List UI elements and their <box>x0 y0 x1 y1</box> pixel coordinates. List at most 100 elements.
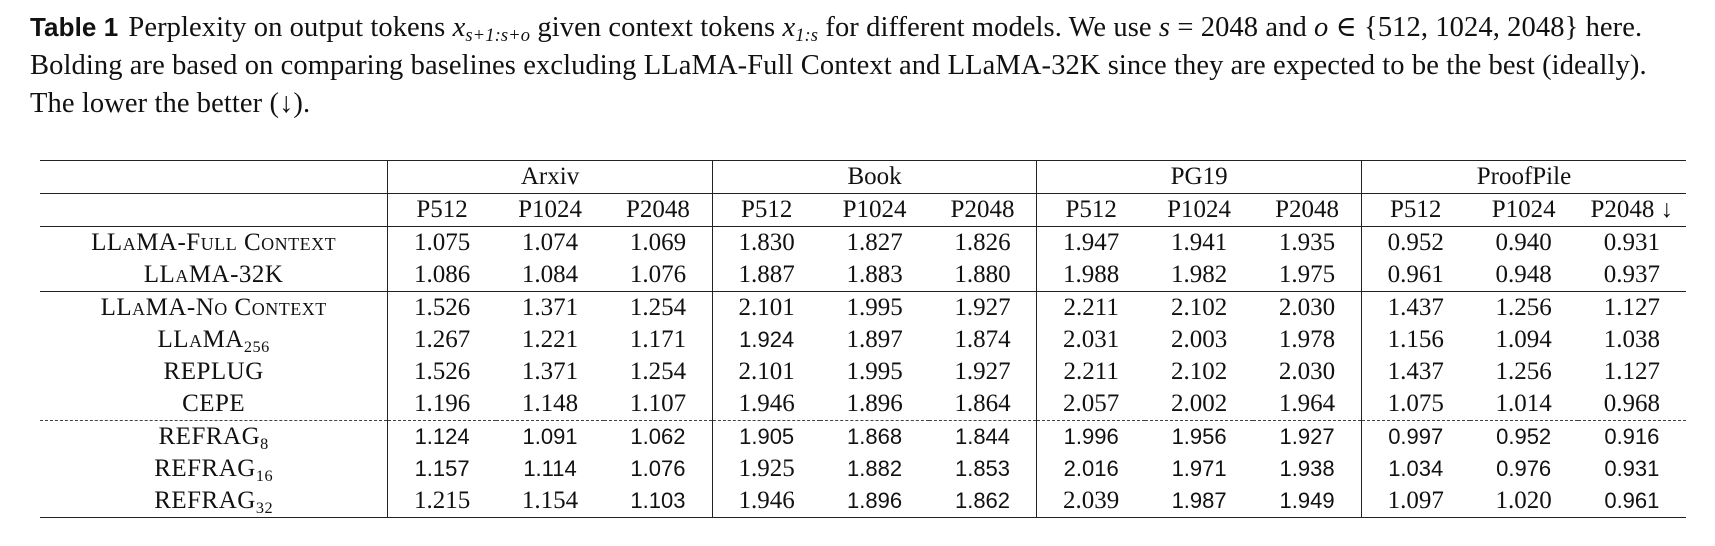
model-name: LLaMA256 <box>157 326 270 356</box>
value-cell: 1.014 <box>1469 388 1578 421</box>
value-cell: 1.896 <box>820 388 929 421</box>
value-cell: 1.107 <box>604 388 713 421</box>
model-name: REFRAG8 <box>158 423 269 453</box>
model-name: REFRAG16 <box>154 455 274 485</box>
value-cell: 2.101 <box>711 291 821 324</box>
value-cell: 1.084 <box>495 259 605 292</box>
table-row: LLaMA-Full Context 1.075 1.074 1.069 1.830 1.… <box>40 226 1686 259</box>
corner-cell <box>40 193 388 227</box>
value-cell: 1.103 <box>604 485 713 518</box>
value-cell: 1.437 <box>1360 291 1470 324</box>
value-cell: 1.864 <box>928 388 1037 421</box>
value-cell: 1.927 <box>954 294 1011 321</box>
column-header: P1024 <box>1145 193 1254 227</box>
group-header-arxiv: Arxiv <box>387 160 713 194</box>
caption-math-output: xs+1:s+o <box>452 12 531 46</box>
value-cell: 1.987 <box>1145 485 1254 518</box>
value-cell: 0.937 <box>1577 259 1686 292</box>
value-cell: 1.868 <box>847 424 903 449</box>
caption-text-5: ∈ {512, 1024, 2048} here. Bolding are ba… <box>30 12 1647 119</box>
value-cell: 1.075 <box>387 226 496 259</box>
value-cell: 1.862 <box>928 485 1037 518</box>
value-cell: 2.211 <box>1036 291 1146 324</box>
value-cell: 1.946 <box>711 485 821 518</box>
value-cell: 1.256 <box>1495 294 1552 321</box>
model-name: LLaMA-32K <box>40 259 388 292</box>
value-cell: 1.887 <box>711 259 821 292</box>
value-cell: 1.124 <box>387 420 496 453</box>
value-cell: 2.031 <box>1036 324 1146 356</box>
caption-math-context: x1:s <box>782 12 819 46</box>
value-cell: 1.196 <box>387 388 496 421</box>
caption-label: Table 1 <box>30 12 119 42</box>
corner-cell <box>40 160 388 194</box>
value-cell: 0.968 <box>1577 388 1686 421</box>
model-name: CEPE <box>40 388 388 421</box>
value-cell: 1.905 <box>711 420 821 453</box>
value-cell: 1.437 <box>1360 356 1470 388</box>
table-row: REFRAG8 1.124 1.091 1.062 1.905 1.868 1.844 1.9… <box>40 420 1686 453</box>
value-cell: 1.526 <box>387 291 496 324</box>
table-caption: Table 1 Perplexity on output tokens xs+1:… <box>30 8 1690 123</box>
column-header: P512 <box>1360 193 1470 227</box>
value-cell: 1.094 <box>1495 326 1552 353</box>
perplexity-table: Arxiv Book PG19 ProofPile P512 P1024 P2048… <box>40 160 1686 518</box>
column-header: P2048 <box>928 193 1037 227</box>
table-row: REFRAG16 1.157 1.114 1.076 1.925 1.882 1.853 2.… <box>40 453 1686 485</box>
value-cell: 1.127 <box>1603 294 1660 321</box>
table-row: REFRAG32 1.215 1.154 1.103 1.946 1.896 1.862 2.… <box>40 485 1686 518</box>
column-header: P2048 <box>604 193 713 227</box>
value-cell: 1.995 <box>846 294 903 321</box>
value-cell: 2.101 <box>711 356 821 388</box>
value-cell: 0.952 <box>1496 424 1552 449</box>
value-cell: 1.896 <box>820 485 929 518</box>
value-cell: 1.371 <box>521 358 579 385</box>
value-cell: 1.844 <box>954 424 1011 449</box>
caption-math-o: o <box>1314 12 1329 43</box>
value-cell: 0.961 <box>1577 485 1686 518</box>
value-cell: 1.038 <box>1603 326 1660 353</box>
value-cell: 1.982 <box>1145 259 1254 292</box>
value-cell: 1.091 <box>522 424 578 449</box>
value-cell: 1.883 <box>820 259 929 292</box>
column-header: P1024 <box>820 193 929 227</box>
value-cell: 1.526 <box>387 356 496 388</box>
value-cell: 1.075 <box>1360 388 1470 421</box>
value-cell: 1.114 <box>523 456 577 481</box>
model-name: REPLUG <box>163 358 264 385</box>
value-cell: 2.039 <box>1036 485 1146 518</box>
value-cell: 1.267 <box>387 324 496 356</box>
value-cell: 1.880 <box>928 259 1037 292</box>
table-row: REPLUG 1.526 1.371 1.254 2.101 1.995 1.927 2.21… <box>40 356 1686 388</box>
value-cell: 1.127 <box>1603 358 1660 385</box>
value-cell: 0.940 <box>1495 229 1552 256</box>
table-row: CEPE 1.196 1.148 1.107 1.946 1.896 1.864 2.057 2… <box>40 388 1686 421</box>
value-cell: 1.097 <box>1360 485 1470 518</box>
value-cell: 0.948 <box>1469 259 1578 292</box>
value-cell: 2.211 <box>1036 356 1146 388</box>
column-header: P2048 ↓ <box>1577 193 1686 227</box>
value-cell: 1.826 <box>954 229 1011 256</box>
value-cell: 2.016 <box>1036 453 1146 485</box>
value-cell: 1.853 <box>954 456 1011 481</box>
value-cell: 1.254 <box>629 358 687 385</box>
table-row: LLaMA-No Context 1.526 1.371 1.254 2.101 1.99… <box>40 291 1686 324</box>
value-cell: 1.938 <box>1279 456 1335 481</box>
value-cell: 1.956 <box>1171 424 1227 449</box>
value-cell: 1.076 <box>604 259 713 292</box>
value-cell: 1.924 <box>711 324 821 356</box>
value-cell: 1.882 <box>847 456 903 481</box>
value-cell: 1.154 <box>495 485 605 518</box>
value-cell: 0.976 <box>1496 456 1552 481</box>
value-cell: 1.830 <box>711 226 821 259</box>
column-header: P1024 <box>495 193 605 227</box>
value-cell: 0.916 <box>1604 424 1660 449</box>
model-name: LLaMA-No Context <box>100 294 327 321</box>
caption-math-s: s <box>1158 12 1171 43</box>
caption-text-3: for different models. We use <box>818 12 1159 43</box>
value-cell: 1.171 <box>629 326 687 353</box>
value-cell: 1.947 <box>1036 226 1146 259</box>
value-cell: 0.931 <box>1603 229 1660 256</box>
value-cell: 1.148 <box>495 388 605 421</box>
value-cell: 2.057 <box>1036 388 1146 421</box>
